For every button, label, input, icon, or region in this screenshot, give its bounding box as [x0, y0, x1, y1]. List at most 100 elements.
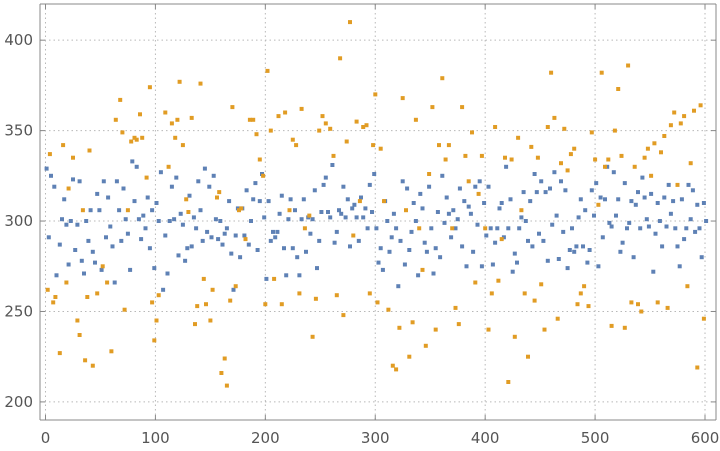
series-1-point-154: [545, 125, 550, 129]
series-0-point-36: [125, 231, 130, 236]
series-0-point-231: [554, 213, 559, 218]
series-0-point-122: [315, 266, 319, 271]
series-1-point-48: [198, 81, 203, 86]
series-1-point-163: [575, 302, 580, 307]
series-0-point-24: [99, 267, 104, 272]
y-tick-label-0: 200: [4, 393, 33, 411]
series-0-point-5: [57, 242, 62, 247]
series-0-point-8: [64, 222, 69, 227]
series-0-point-0: [44, 166, 49, 171]
series-0-point-136: [345, 197, 350, 202]
series-0-point-220: [530, 244, 535, 249]
series-1-point-30: [144, 175, 149, 180]
series-1-point-155: [549, 70, 554, 75]
series-0-point-44: [143, 226, 148, 231]
series-0-point-2: [49, 173, 53, 178]
series-1-point-83: [310, 334, 315, 339]
series-1-point-122: [440, 76, 445, 81]
series-0-point-145: [365, 226, 370, 231]
series-1-point-129: [463, 153, 468, 158]
series-0-point-290: [684, 226, 689, 231]
series-1-point-102: [373, 92, 378, 97]
series-0-point-274: [649, 191, 654, 196]
data-points: [44, 20, 709, 388]
series-0-point-4: [54, 273, 59, 278]
series-0-point-76: [213, 217, 218, 222]
series-0-point-217: [523, 219, 528, 223]
series-1-point-169: [596, 202, 601, 207]
series-0-point-54: [165, 271, 170, 276]
series-0-point-211: [510, 269, 515, 274]
series-0-point-180: [442, 220, 447, 225]
series-0-point-189: [462, 199, 467, 204]
series-0-point-246: [587, 248, 592, 252]
series-0-point-299: [704, 219, 709, 223]
series-1-point-199: [695, 365, 700, 370]
series-0-point-143: [361, 215, 366, 220]
series-0-point-59: [176, 253, 181, 258]
series-0-point-252: [600, 235, 605, 240]
series-0-point-255: [607, 220, 612, 225]
series-0-point-201: [488, 226, 493, 231]
series-1-point-34: [154, 318, 159, 323]
series-0-point-234: [561, 229, 566, 234]
series-0-point-11: [71, 177, 75, 182]
series-0-point-3: [52, 184, 57, 189]
series-0-point-294: [693, 229, 698, 234]
series-1-point-87: [323, 121, 328, 126]
series-0-point-240: [574, 244, 579, 249]
series-0-point-1: [46, 235, 51, 240]
series-1-point-198: [692, 108, 696, 113]
series-1-point-192: [672, 110, 677, 115]
series-0-point-170: [420, 206, 425, 211]
series-1-point-115: [417, 226, 422, 231]
series-1-point-109: [397, 325, 402, 330]
series-0-point-285: [673, 226, 678, 231]
series-1-point-61: [237, 208, 241, 213]
series-0-point-169: [418, 191, 423, 196]
series-1-point-46: [193, 322, 197, 327]
series-1-point-149: [529, 144, 534, 149]
series-0-point-259: [616, 197, 621, 202]
series-1-point-85: [317, 128, 322, 133]
series-0-point-265: [629, 199, 634, 204]
series-1-point-9: [75, 318, 80, 323]
series-0-point-267: [633, 202, 638, 207]
series-0-point-32: [117, 208, 122, 213]
series-0-point-138: [350, 206, 355, 211]
series-0-point-15: [79, 258, 84, 263]
series-0-point-66: [191, 215, 196, 220]
series-0-point-273: [646, 224, 651, 229]
x-tick-label-4: 400: [471, 429, 500, 447]
series-1-point-97: [357, 199, 362, 204]
series-1-point-73: [276, 114, 281, 119]
series-0-point-288: [679, 197, 684, 202]
series-0-point-229: [550, 222, 555, 227]
series-0-point-266: [631, 255, 636, 260]
series-0-point-210: [508, 197, 513, 202]
series-0-point-298: [701, 201, 706, 205]
series-0-point-120: [310, 217, 315, 222]
series-0-point-191: [466, 204, 471, 209]
series-1-point-37: [166, 164, 171, 169]
series-0-point-115: [299, 217, 304, 222]
series-1-point-76: [287, 208, 292, 213]
series-0-point-261: [620, 240, 625, 245]
series-0-point-268: [636, 190, 640, 195]
series-0-point-291: [686, 182, 691, 187]
series-1-point-140: [499, 237, 504, 242]
series-0-point-199: [484, 233, 489, 238]
series-1-point-86: [320, 114, 325, 119]
series-0-point-144: [363, 206, 368, 211]
series-0-point-206: [499, 201, 504, 205]
series-1-point-38: [169, 121, 174, 126]
series-0-point-212: [512, 251, 517, 256]
series-0-point-214: [517, 226, 522, 231]
series-0-point-185: [453, 226, 458, 231]
series-0-point-276: [653, 231, 658, 236]
series-0-point-208: [504, 164, 509, 169]
series-1-point-148: [526, 354, 530, 359]
series-1-point-91: [338, 56, 343, 61]
series-1-point-131: [470, 130, 474, 135]
series-0-point-172: [424, 249, 429, 254]
